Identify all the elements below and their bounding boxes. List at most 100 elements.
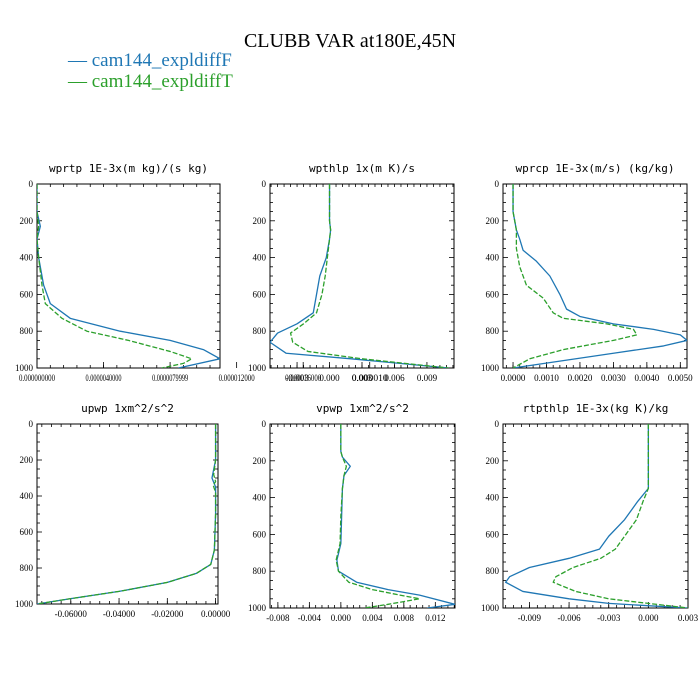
y-tick-label: 600 [253, 529, 267, 539]
series-line-expldiffT [552, 424, 688, 608]
series-line-expldiffT [335, 424, 421, 608]
y-tick-label: 200 [253, 216, 267, 226]
y-tick-label: 800 [486, 326, 500, 336]
x-tick-label: 0.003 [678, 613, 699, 623]
x-tick-label: 0.0010 [534, 373, 559, 383]
legend-swatch-expldiffT: — [68, 71, 92, 92]
legend-label-expldiffF: cam144_expldiffF [91, 50, 232, 71]
y-tick-label: 0 [262, 419, 267, 429]
series-line-expldiffF [336, 424, 455, 608]
x-tick-label: 0.000000000 [19, 373, 55, 383]
x-tick-label: -0.009 [518, 613, 542, 623]
chart-panel-2: wprcp 1E-3x(m/s) (kg/kg) 0 200 400 600 800 100… [481, 162, 693, 383]
x-tick-label: 0.008 [394, 613, 415, 623]
y-tick-label: 1000 [481, 603, 500, 613]
y-tick-label: 1000 [15, 599, 34, 609]
legend-entry-expldiffT: — cam144_expldiffT [68, 71, 233, 93]
plot-frame [269, 423, 456, 609]
y-tick-label: 200 [253, 456, 267, 466]
series-line-expldiffT [37, 424, 217, 604]
x-tick-label: 0.012 [425, 613, 445, 623]
y-tick-label: 1000 [15, 363, 34, 373]
y-tick-label: 1000 [248, 603, 267, 613]
y-tick-label: 800 [253, 566, 267, 576]
chart-panel-5: rtpthlp 1E-3x(kg K)/kg 0 200 400 600 800 1000 -… [481, 402, 699, 623]
chart-panel-0: wprtp 1E-3x(m kg)/(s kg) 0 200 400 600 800 100… [15, 162, 388, 383]
x-tick-label: 0.00000 [201, 609, 231, 619]
x-tick-label: 0.006 [384, 373, 405, 383]
x-tick-label: -0.004 [298, 613, 322, 623]
series-line-expldiffT [512, 184, 638, 368]
y-tick-label: 200 [486, 216, 500, 226]
chart-panel-4: vpwp 1xm^2/s^2 0 200 400 600 800 1000-0.008 -0.… [248, 402, 456, 623]
x-tick-label: 0.000 [319, 373, 340, 383]
y-tick-label: 800 [20, 326, 34, 336]
y-tick-label: 600 [20, 289, 34, 299]
plot-frame [269, 183, 455, 369]
y-tick-label: 0 [29, 179, 34, 189]
panel-title: wpthlp 1x(m K)/s [309, 162, 415, 175]
x-tick-label: 0.0050 [668, 373, 693, 383]
panel-title: vpwp 1xm^2/s^2 [316, 402, 409, 415]
x-tick-label: 0.000010 [352, 373, 389, 383]
x-tick-label: 0.0040 [634, 373, 659, 383]
panel-title: rtpthlp 1E-3x(kg K)/kg [523, 402, 669, 415]
y-tick-label: 1000 [481, 363, 500, 373]
y-tick-label: 0 [495, 419, 500, 429]
x-tick-label: 0.003 [352, 373, 373, 383]
x-tick-label: -0.003 [285, 373, 309, 383]
y-tick-label: 0 [29, 419, 34, 429]
plot-frame [502, 183, 688, 369]
series-line-expldiffF [512, 184, 687, 368]
y-tick-label: 600 [20, 527, 34, 537]
y-tick-label: 600 [253, 289, 267, 299]
series-line-expldiffT [37, 184, 193, 368]
x-tick-label: -0.003 [597, 613, 621, 623]
x-tick-label: -0.04000 [103, 609, 136, 619]
x-tick-label: 0.000 [331, 613, 352, 623]
series-line-expldiffF [504, 424, 688, 608]
y-tick-label: 400 [253, 493, 267, 503]
x-tick-label: 0.000016000 [285, 373, 321, 383]
plot-frame [36, 423, 219, 605]
y-tick-label: 0 [495, 179, 500, 189]
y-tick-label: 600 [486, 289, 500, 299]
chart-panel-3: upwp 1xm^2/s^2 0 200 400 600 800 1000 -0.06000 -… [15, 402, 231, 619]
y-tick-label: 800 [20, 563, 34, 573]
y-tick-label: 400 [486, 493, 500, 503]
panel-title: wprtp 1E-3x(m kg)/(s kg) [49, 162, 208, 175]
x-tick-label: 0.0020 [568, 373, 593, 383]
y-tick-label: 1000 [248, 363, 267, 373]
y-tick-label: 600 [486, 529, 500, 539]
y-tick-label: 200 [20, 216, 34, 226]
panel-title: upwp 1xm^2/s^2 [81, 402, 174, 415]
y-tick-label: 200 [20, 455, 34, 465]
y-tick-label: 800 [486, 566, 500, 576]
x-tick-label: -0.02000 [151, 609, 184, 619]
figure-title: CLUBB VAR at180E,45N [243, 30, 457, 52]
y-tick-label: 800 [253, 326, 267, 336]
x-tick-label: 0.009 [417, 373, 438, 383]
x-tick-label: 0.000 [638, 613, 659, 623]
y-tick-label: 400 [20, 253, 34, 263]
plot-frame [502, 423, 689, 609]
y-tick-label: 200 [486, 456, 500, 466]
legend-swatch-expldiffF: — [68, 50, 92, 71]
x-tick-label: 0.0000079999 [152, 373, 188, 383]
series-line-expldiffT [289, 184, 449, 368]
y-tick-label: 400 [20, 491, 34, 501]
x-tick-label: 0.004 [362, 613, 383, 623]
x-tick-label: 0.0030 [601, 373, 626, 383]
x-tick-label: -0.06000 [55, 609, 88, 619]
y-tick-label: 0 [262, 179, 267, 189]
x-tick-label: 0.0000 [501, 373, 526, 383]
series-line-expldiffF [37, 424, 217, 604]
legend-entry-expldiffF: — cam144_expldiffF [68, 50, 232, 72]
legend-label-expldiffT: cam144_expldiffT [91, 71, 233, 92]
y-tick-label: 400 [253, 253, 267, 263]
series-line-expldiffF [37, 184, 220, 368]
panel-title: wprcp 1E-3x(m/s) (kg/kg) [516, 162, 675, 175]
x-tick-label: -0.008 [266, 613, 290, 623]
